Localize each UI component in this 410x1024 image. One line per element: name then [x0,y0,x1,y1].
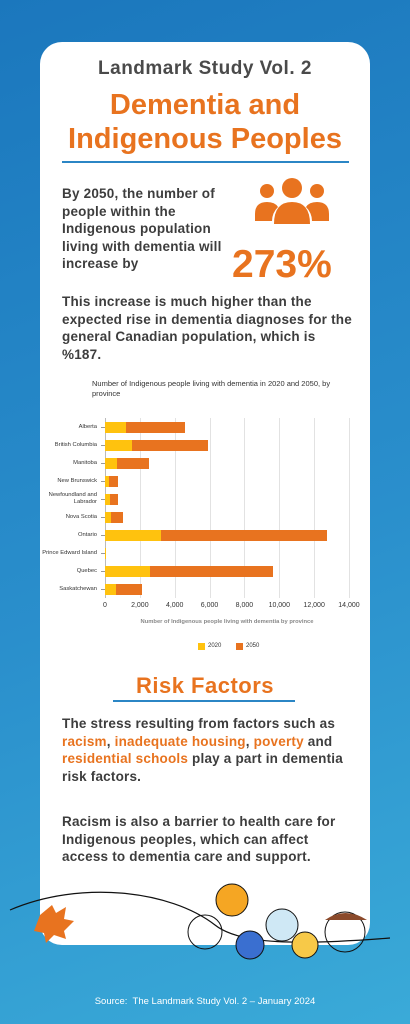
x-axis-title: Number of Indigenous people living with … [140,619,314,625]
tick-mark [101,427,105,428]
illustration [9,883,391,960]
grid-line [314,418,316,598]
subtitle: Landmark Study Vol. 2 [98,58,312,79]
y-tick-label: Newfoundland and Labrador [48,492,97,505]
risk-text-2: Racism is also a barrier to health care … [62,814,336,864]
bar [105,583,117,595]
source: Source: The Landmark Study Vol. 2 – Janu… [94,996,316,1007]
x-tick-label: 4,000 [165,602,184,609]
x-tick-label: 0 [103,602,107,609]
bar [105,457,118,469]
bar [105,565,274,577]
bar [105,421,186,433]
axis-line [105,418,106,598]
grid-line [174,418,176,598]
intro-text: By 2050, the number of people within the… [62,186,222,271]
bar [105,529,161,541]
bar [105,493,119,505]
title: Dementia and Indigenous Peoples [68,89,342,155]
risk-heading: Risk Factors [135,673,275,698]
text-segment: The stress resulting from factors such a… [62,716,336,731]
bar [105,547,106,559]
bar [105,439,132,451]
y-tick-label: Quebec [76,567,97,574]
comparison-text: This increase is much higher than the ex… [62,294,352,362]
bar [105,457,149,469]
people-icon [255,178,329,224]
bar [105,475,119,487]
legend-label: 2020 [208,643,222,649]
tick-mark [101,553,105,554]
risk-text: The stress resulting from factors such a… [62,715,352,785]
grid-line [209,418,211,598]
grid-line [279,418,281,598]
y-tick-label: Nova Scotia [65,513,97,520]
y-tick-label: Manitoba [73,459,97,466]
tick-mark [101,517,105,518]
x-tick-label: 10,000 [268,602,290,609]
highlight: poverty [253,733,304,749]
y-tick-label: Prince Edward Island [42,549,97,556]
y-tick-label: Alberta [78,423,97,430]
divider [62,161,349,163]
y-tick-label: British Columbia [54,441,97,448]
bar [105,583,143,595]
tick-mark [101,499,105,500]
highlight: residential schools [62,751,189,766]
text-segment: , [106,733,115,749]
text-segment: and [303,733,333,749]
x-tick-label: 6,000 [200,602,219,609]
tick-mark [101,481,105,482]
y-tick-label: Saskatchewan [59,585,97,592]
bar [105,547,107,559]
grid-line [139,418,141,598]
chart-title: Number of Indigenous people living with … [92,379,331,398]
text-segment: play a part in dementia risk factors. [62,751,343,784]
tick-mark [101,589,105,590]
bar [105,421,126,433]
x-tick-label: 14,000 [338,602,360,609]
x-tick-label: 12,000 [303,602,325,609]
grid-line [349,418,350,598]
stat: 273% [232,243,332,286]
bar [105,529,328,541]
text-segment: , [245,733,254,749]
x-tick-label: 8,000 [235,602,254,609]
tick-mark [101,463,105,464]
legend-swatch [198,643,205,650]
tick-mark [101,535,105,536]
bar [105,511,124,523]
bar [105,439,208,451]
grid-line [244,418,246,598]
risk-divider [113,700,295,702]
bar [105,493,110,505]
tick-mark [101,445,105,446]
y-tick-label: New Brunswick [57,477,97,484]
legend-label: 2050 [246,643,260,649]
tick-mark [101,571,105,572]
bar [105,475,109,487]
bar [105,511,111,523]
highlight: inadequate housing [114,733,246,749]
highlight: racism [62,733,107,749]
bar [105,565,151,577]
legend-swatch [236,643,243,650]
y-tick-label: Ontario [77,531,97,538]
x-tick-label: 2,000 [131,602,149,609]
